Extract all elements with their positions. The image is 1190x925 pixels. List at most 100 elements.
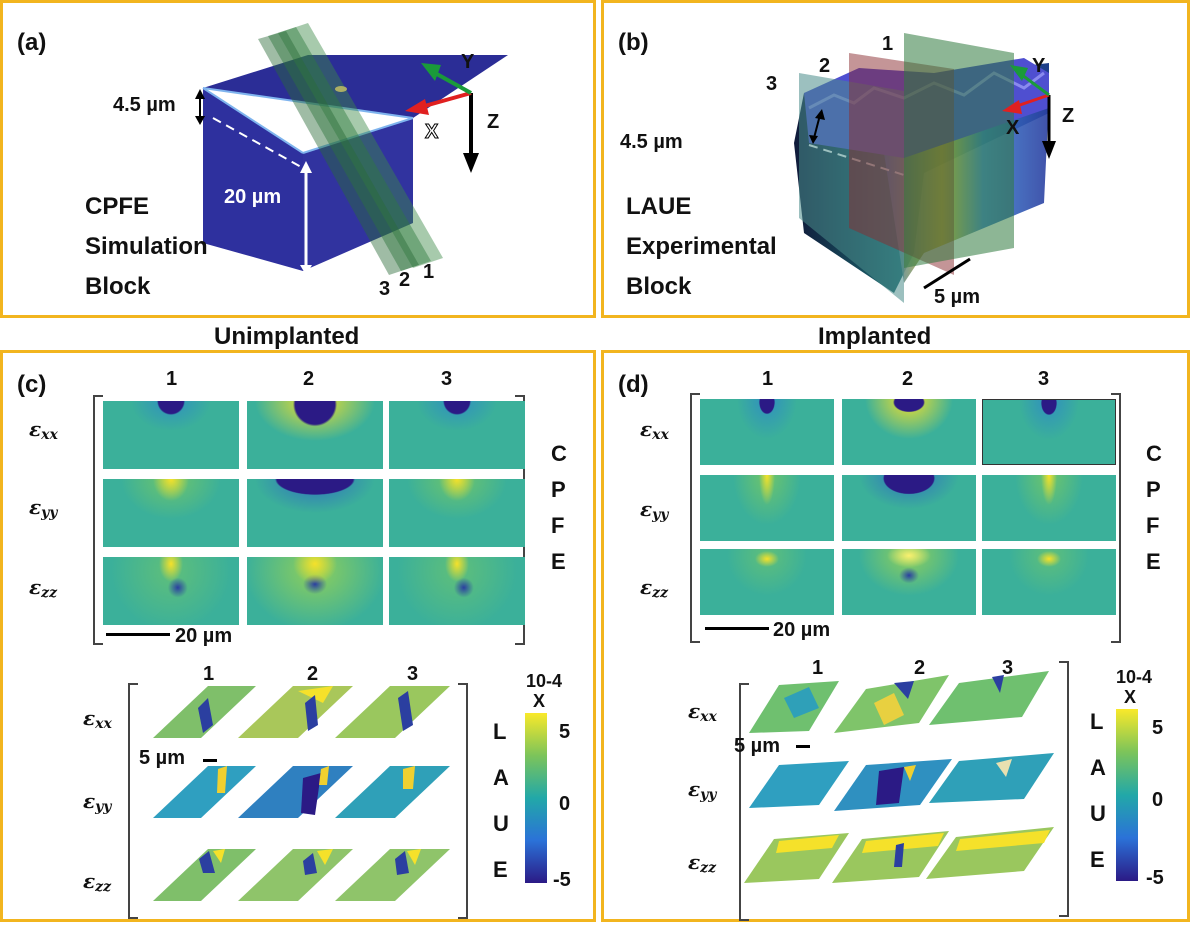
laue-block-figure bbox=[794, 33, 1056, 303]
laue-strain-yy-label: εyy bbox=[83, 789, 112, 815]
laue-map-yy-2 bbox=[238, 766, 353, 818]
laue-letter-u: U bbox=[1090, 801, 1106, 826]
laue-column-label-1: 1 bbox=[812, 657, 824, 679]
cpfe-scale-label: 20 µm bbox=[175, 625, 233, 647]
laue-map-zz-1 bbox=[153, 849, 256, 901]
bracket-right bbox=[1111, 393, 1121, 643]
colorbar-tick-max: 5 bbox=[559, 721, 571, 743]
panel-label: (b) bbox=[618, 29, 649, 56]
laue-strain-xx-label: εxx bbox=[83, 706, 112, 732]
laue-scale-label: 5 µm bbox=[139, 747, 185, 769]
column-label-1: 1 bbox=[166, 368, 178, 390]
laue-column-label-2: 2 bbox=[307, 663, 319, 685]
axis-x-label: X bbox=[1006, 117, 1020, 139]
laue-maps-d bbox=[744, 671, 1054, 883]
colorbar-exponent: 10-4 bbox=[526, 671, 563, 691]
panel-label: (d) bbox=[618, 371, 649, 398]
laue-scale-label: 5 µm bbox=[734, 735, 780, 757]
laue-strain-zz-label: εzz bbox=[688, 850, 717, 876]
laue-letter-l: L bbox=[493, 719, 507, 744]
cpfe-map-zz-2 bbox=[247, 557, 383, 625]
cpfe-letter-p: P bbox=[1146, 477, 1161, 502]
laue-map-zz-2 bbox=[238, 849, 353, 901]
laue-map-xx-1 bbox=[153, 686, 256, 738]
column-label-2: 2 bbox=[902, 368, 914, 390]
panel-label: (a) bbox=[17, 29, 47, 56]
cpfe-letter-c: C bbox=[1146, 441, 1162, 466]
colorbar bbox=[1116, 709, 1138, 881]
cpfe-map-zz-1 bbox=[103, 557, 239, 625]
plane-label-2: 2 bbox=[819, 55, 831, 77]
cpfe-map-yy-1 bbox=[700, 475, 834, 541]
block-title-line-2: Simulation bbox=[85, 233, 208, 260]
cpfe-letter-f: F bbox=[1146, 513, 1160, 538]
laue-map-zz-2 bbox=[832, 831, 949, 883]
cpfe-block-figure bbox=[195, 23, 508, 275]
laue-scale-bar bbox=[203, 759, 217, 762]
column-label-3: 3 bbox=[1038, 368, 1050, 390]
cpfe-map-zz-2 bbox=[842, 549, 976, 615]
column-label-2: 2 bbox=[303, 368, 315, 390]
cpfe-map-yy-3 bbox=[982, 475, 1116, 541]
block-title-line-3: Block bbox=[85, 273, 151, 300]
column-label-3: 3 bbox=[441, 368, 453, 390]
colorbar-tick-min: -5 bbox=[1146, 867, 1164, 889]
plane-label-3: 3 bbox=[379, 278, 391, 300]
laue-bracket-left bbox=[739, 683, 749, 921]
laue-map-xx-3 bbox=[929, 671, 1049, 725]
panel-a: (a) 4.5 µm 20 µm X Y Z 3 2 1 CPFE Simula… bbox=[0, 0, 596, 318]
plane-1 bbox=[278, 23, 443, 268]
colorbar-multiplier: X bbox=[1124, 687, 1137, 707]
block-title-line-1: LAUE bbox=[626, 193, 692, 220]
plane-1 bbox=[904, 33, 1014, 268]
laue-map-zz-3 bbox=[926, 827, 1054, 879]
laue-strain-yy-label: εyy bbox=[688, 777, 717, 803]
colorbar bbox=[525, 713, 547, 883]
laue-column-label-1: 1 bbox=[203, 663, 215, 685]
cpfe-map-xx-1 bbox=[700, 399, 834, 465]
laue-map-zz-1 bbox=[744, 833, 849, 883]
strain-yy-label: εyy bbox=[29, 495, 58, 521]
laue-letter-a: A bbox=[493, 765, 509, 790]
block-title-line-1: CPFE bbox=[85, 193, 150, 220]
axis-y-label: Y bbox=[1032, 55, 1046, 77]
laue-bracket-right bbox=[458, 683, 468, 919]
laue-map-xx-1 bbox=[749, 681, 839, 733]
laue-strain-zz-label: εzz bbox=[83, 869, 112, 895]
laue-map-yy-2 bbox=[834, 759, 952, 811]
strain-xx-label: εxx bbox=[640, 417, 669, 443]
cpfe-map-zz-3 bbox=[389, 557, 525, 625]
axis-z-label: Z bbox=[487, 111, 500, 133]
colorbar-multiplier: X bbox=[533, 691, 546, 711]
cpfe-map-xx-3 bbox=[389, 401, 525, 469]
laue-bracket-right bbox=[1059, 661, 1069, 917]
laue-letter-e: E bbox=[493, 857, 508, 882]
header-implanted: Implanted bbox=[818, 323, 932, 350]
cpfe-map-yy-1 bbox=[103, 479, 239, 547]
cpfe-map-xx-2 bbox=[842, 399, 976, 465]
block-side-face bbox=[303, 118, 413, 271]
laue-map-xx-2 bbox=[834, 675, 949, 733]
laue-map-xx-3 bbox=[335, 686, 450, 738]
panel-d: (d) 1 2 3 εxx εyy εzz C P F E 20 µm 1 2 … bbox=[601, 350, 1190, 922]
laue-map-yy-3 bbox=[335, 766, 450, 818]
laue-scale-bar bbox=[796, 745, 810, 748]
cpfe-map-xx-2 bbox=[247, 401, 383, 469]
cpfe-letter-e: E bbox=[551, 549, 566, 574]
laue-bracket-left bbox=[128, 683, 138, 919]
cpfe-map-yy-3 bbox=[389, 479, 525, 547]
laue-strain-xx-label: εxx bbox=[688, 699, 717, 725]
plane-2 bbox=[268, 27, 431, 271]
colorbar-tick-zero: 0 bbox=[559, 793, 571, 815]
panel-c: (c) 1 2 3 εxx εyy εzz C P F E 20 µm 1 2 … bbox=[0, 350, 596, 922]
axis-y-label: Y bbox=[461, 51, 475, 73]
cpfe-scale-bar bbox=[705, 627, 769, 630]
strain-zz-label: εzz bbox=[29, 575, 58, 601]
cpfe-map-yy-2 bbox=[842, 475, 976, 541]
laue-letter-e: E bbox=[1090, 847, 1105, 872]
scale-label: 5 µm bbox=[934, 286, 980, 308]
laue-map-yy-3 bbox=[929, 753, 1054, 803]
column-label-1: 1 bbox=[762, 368, 774, 390]
laue-column-label-3: 3 bbox=[1002, 657, 1014, 679]
block-title-line-3: Block bbox=[626, 273, 692, 300]
